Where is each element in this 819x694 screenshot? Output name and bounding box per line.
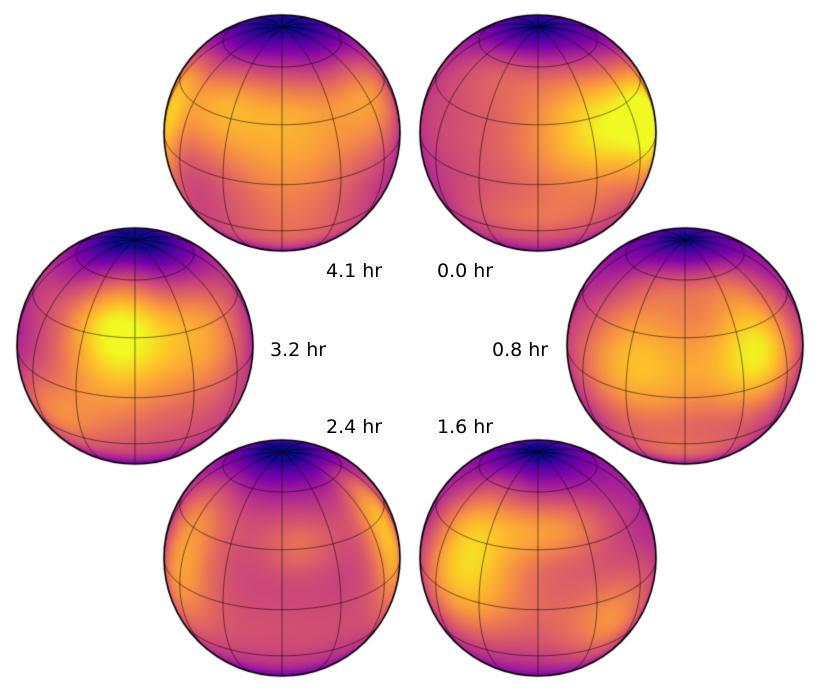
label-0-8-hr: 0.8 hr — [492, 339, 549, 361]
label-2-4-hr: 2.4 hr — [326, 416, 383, 438]
label-3-2-hr: 3.2 hr — [270, 339, 327, 361]
label-4-1-hr: 4.1 hr — [326, 260, 383, 282]
label-0-0-hr: 0.0 hr — [437, 260, 494, 282]
label-1-6-hr: 1.6 hr — [437, 416, 494, 438]
